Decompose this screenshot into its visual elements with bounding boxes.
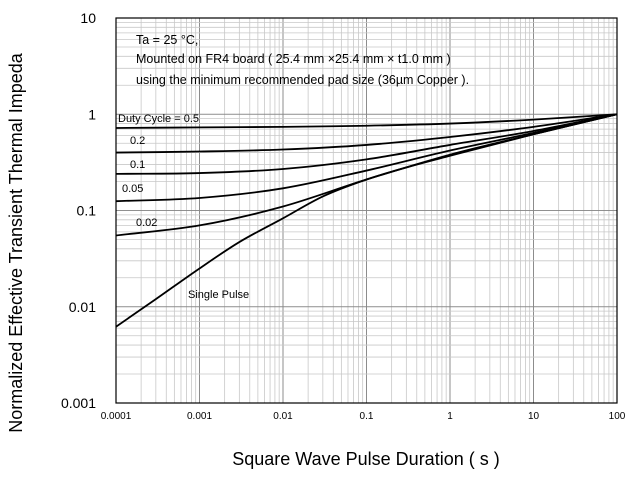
curves xyxy=(115,113,618,328)
y-tick-label: 10 xyxy=(80,10,96,26)
x-tick-label: 10 xyxy=(528,411,540,422)
annotation-line-1: Ta = 25 °C, xyxy=(136,33,198,47)
series-line-0 xyxy=(115,113,618,129)
x-tick-label: 0.1 xyxy=(360,411,374,422)
series-line-1 xyxy=(115,113,618,154)
x-tick-label: 0.0001 xyxy=(101,411,132,422)
x-tick-label: 100 xyxy=(609,411,626,422)
series-label-0: Duty Cycle = 0.5 xyxy=(118,113,199,125)
x-tick-labels: 0.0001 0.001 0.01 0.1 1 10 100 xyxy=(101,411,626,422)
annotation-line-2: Mounted on FR4 board ( 25.4 mm ×25.4 mm … xyxy=(136,52,451,66)
y-tick-label: 0.1 xyxy=(77,203,97,219)
y-tick-labels: 10 1 0.1 0.01 0.001 xyxy=(61,10,96,411)
y-tick-label: 0.001 xyxy=(61,395,96,411)
series-label-3: 0.05 xyxy=(122,183,143,195)
series-label-1: 0.2 xyxy=(130,135,145,147)
plot-frame xyxy=(115,17,618,404)
series-line-3 xyxy=(115,113,618,203)
series-line-5 xyxy=(115,113,618,328)
series-label-4: 0.02 xyxy=(136,217,157,229)
y-axis-title: Normalized Effective Transient Thermal I… xyxy=(6,52,26,432)
x-tick-label: 0.01 xyxy=(273,411,293,422)
y-tick-label: 0.01 xyxy=(69,299,96,315)
series-label-5: Single Pulse xyxy=(188,289,249,301)
x-tick-label: 1 xyxy=(447,411,453,422)
series-line-2 xyxy=(115,113,618,175)
y-tick-label: 1 xyxy=(88,106,96,122)
x-tick-label: 0.001 xyxy=(187,411,212,422)
series-label-2: 0.1 xyxy=(130,159,145,171)
x-axis-title: Square Wave Pulse Duration ( s ) xyxy=(232,449,499,469)
annotation-line-3: using the minimum recommended pad size (… xyxy=(136,73,469,87)
